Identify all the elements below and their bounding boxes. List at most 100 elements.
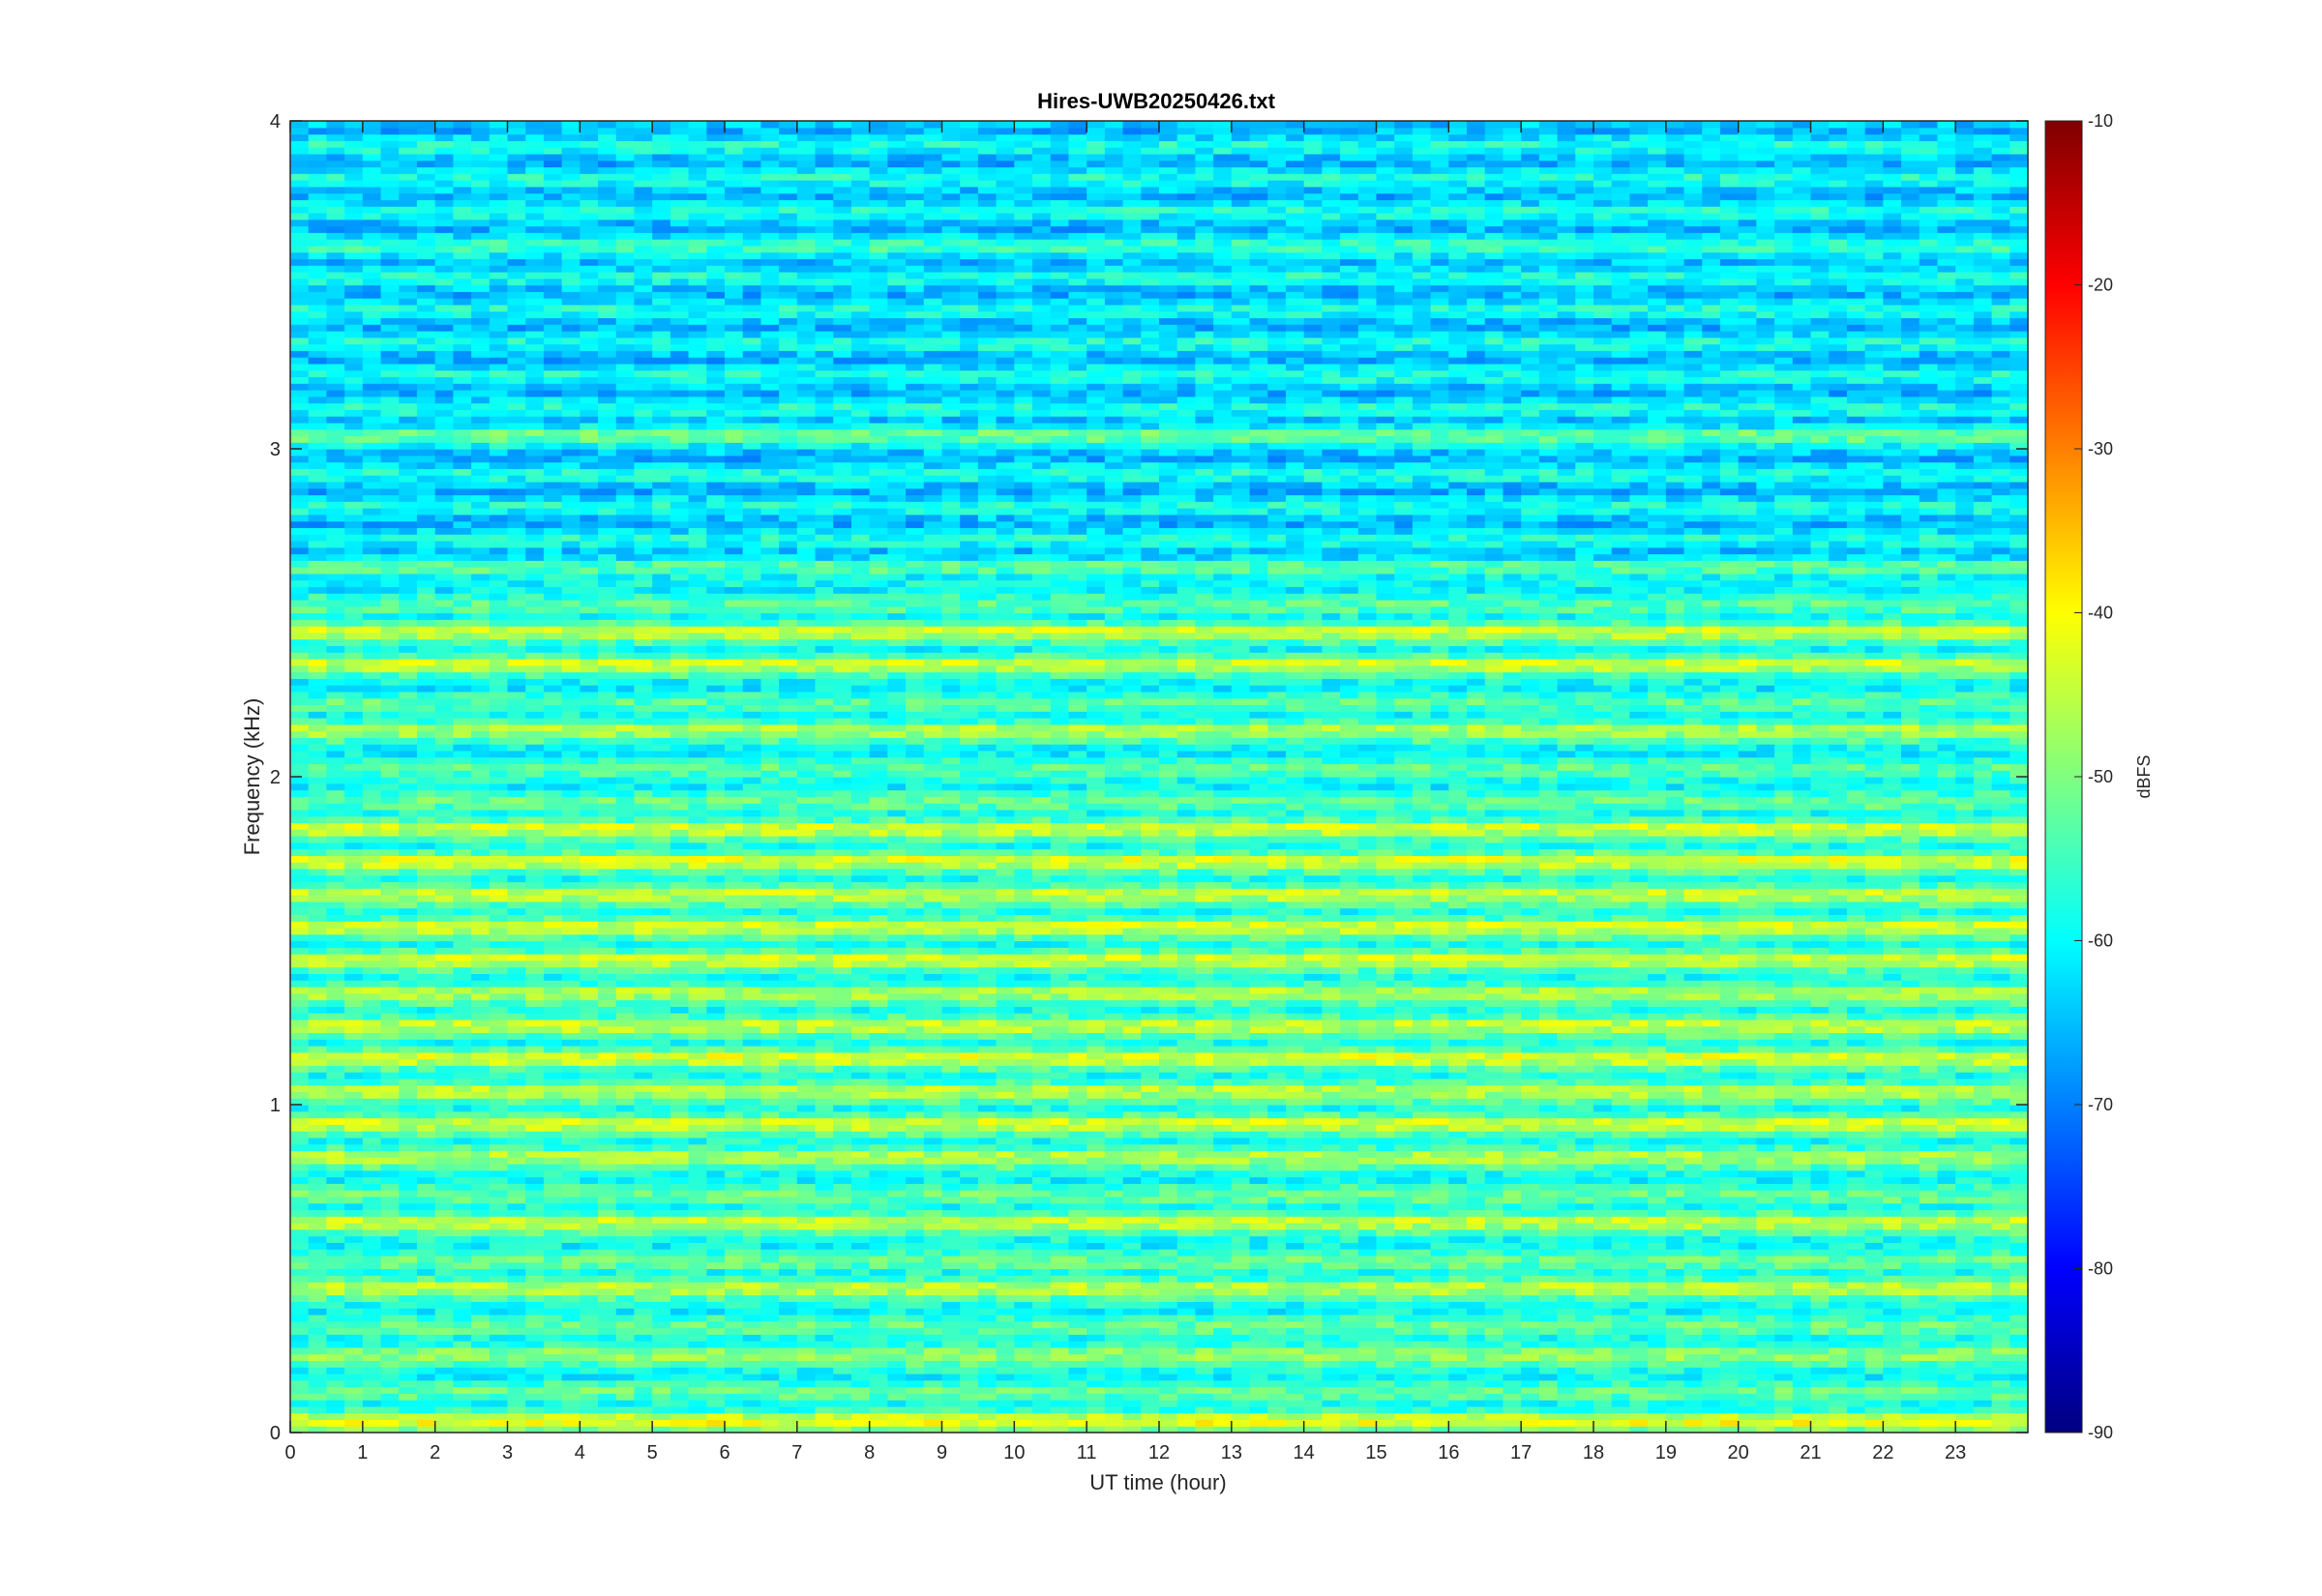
heatmap-cell [1087,1315,1105,1321]
heatmap-cell [344,1111,363,1118]
heatmap-cell [1793,1177,1811,1184]
heatmap-cell [1811,1203,1830,1210]
heatmap-cell [1177,1308,1196,1315]
heatmap-cell [1159,1170,1177,1177]
heatmap-cell [1720,1203,1739,1210]
heatmap-cell [833,1282,851,1288]
heatmap-cell [1720,1308,1739,1315]
heatmap-cell [1865,1288,1884,1295]
heatmap-cell [1974,1387,1992,1394]
heatmap-cell [1955,1360,1974,1367]
heatmap-cell [1774,1242,1793,1249]
heatmap-cell [924,1393,942,1400]
heatmap-cell [1394,1118,1413,1125]
heatmap-cell [1684,1406,1703,1413]
heatmap-cell [1937,1098,1955,1105]
heatmap-cell [1123,1256,1142,1262]
heatmap-cell [1666,1105,1684,1111]
heatmap-cell [960,1413,978,1420]
heatmap-cell [1340,1229,1358,1236]
heatmap-cell [1485,1328,1503,1335]
heatmap-cell [1358,1295,1377,1302]
heatmap-cell [1032,1374,1051,1380]
heatmap-cell [1612,1124,1630,1131]
heatmap-cell [1865,1157,1884,1164]
heatmap-cell [1087,1177,1105,1184]
heatmap-cell [1720,1315,1739,1321]
heatmap-cell [1322,1150,1340,1157]
heatmap-cell [1485,1360,1503,1367]
heatmap-cell [1032,1209,1051,1216]
heatmap-cell [960,1124,978,1131]
heatmap-cell [870,1144,888,1151]
heatmap-cell [399,1269,417,1276]
heatmap-cell [1756,1269,1774,1276]
heatmap-cell [1322,1256,1340,1262]
heatmap-cell [1159,1262,1177,1269]
heatmap-cell [978,1380,997,1387]
heatmap-cell [652,1242,670,1249]
heatmap-cell [960,1275,978,1282]
heatmap-cell [797,1124,816,1131]
heatmap-cell [1829,1170,1847,1177]
heatmap-cell [2009,1157,2028,1164]
heatmap-cell [924,1341,942,1347]
heatmap-cell [525,1288,544,1295]
heatmap-cell [1593,1295,1612,1302]
heatmap-cell [1593,1347,1612,1354]
heatmap-cell [652,1406,670,1413]
heatmap-cell [525,1282,544,1288]
heatmap-cell [816,1328,834,1335]
heatmap-cell [326,1144,344,1151]
heatmap-cell [471,1275,490,1282]
heatmap-cell [1448,1315,1467,1321]
heatmap-cell [417,1380,435,1387]
heatmap-cell [435,1301,454,1308]
heatmap-cell [616,1197,635,1203]
heatmap-cell [1358,1328,1377,1335]
heatmap-cell [1051,1387,1069,1394]
heatmap-cell [725,1400,743,1406]
heatmap-cell [887,1203,906,1210]
heatmap-cell [1394,1301,1413,1308]
heatmap-cell [1250,1118,1268,1125]
heatmap-cell [1503,1341,1521,1347]
heatmap-cell [1974,1301,1992,1308]
heatmap-cell [1304,1269,1323,1276]
heatmap-cell [760,1157,779,1164]
heatmap-cell [453,1249,471,1256]
heatmap-cell [1937,1190,1955,1197]
heatmap-cell [1955,1406,1974,1413]
heatmap-cell [1503,1354,1521,1361]
heatmap-cell [326,1341,344,1347]
heatmap-cell [997,1144,1015,1151]
heatmap-cell [743,1124,761,1131]
heatmap-cell [797,1223,816,1229]
heatmap-cell [1232,1282,1250,1288]
heatmap-cell [887,1209,906,1216]
heatmap-cell [1431,1223,1449,1229]
heatmap-cell [978,1091,997,1098]
heatmap-cell [833,1256,851,1262]
heatmap-cell [851,1295,870,1302]
heatmap-cell [833,1269,851,1276]
heatmap-cell [1014,1164,1032,1170]
heatmap-cell [1141,1360,1159,1367]
heatmap-cell [1521,1262,1539,1269]
heatmap-cell [1250,1393,1268,1400]
heatmap-cell [471,1400,490,1406]
heatmap-cell [978,1144,997,1151]
heatmap-cell [960,1262,978,1269]
heatmap-cell [1267,1374,1286,1380]
heatmap-cell [1394,1131,1413,1138]
heatmap-cell [363,1157,381,1164]
heatmap-cell [924,1197,942,1203]
heatmap-cell [399,1203,417,1210]
heatmap-cell [942,1301,961,1308]
heatmap-cell [2009,1380,2028,1387]
heatmap-cell [1032,1275,1051,1282]
heatmap-cell [797,1098,816,1105]
heatmap-cell [978,1111,997,1118]
heatmap-cell [1485,1091,1503,1098]
heatmap-cell [1920,1164,1938,1170]
